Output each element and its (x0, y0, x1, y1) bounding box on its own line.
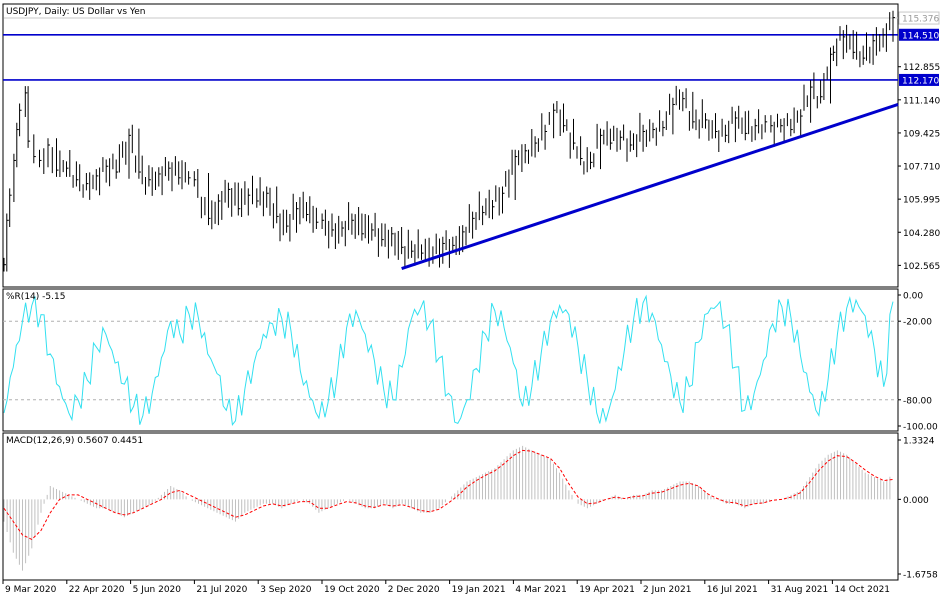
macd-tick-label: 0.000 (903, 496, 929, 506)
williams-r-tick-label: -20.00 (903, 318, 932, 328)
time-tick-label: 2 Dec 2020 (388, 585, 440, 595)
time-tick-label: 4 Mar 2021 (515, 585, 566, 595)
price-tick-label: 102.565 (903, 262, 940, 272)
time-tick-label: 9 Mar 2020 (5, 585, 57, 595)
time-tick-label: 2 Jun 2021 (643, 585, 691, 595)
macd-signal-line (3, 449, 894, 540)
macd-tick-label: 1.3324 (903, 437, 935, 447)
williams-r-line-group (3, 294, 894, 426)
price-tick-label: 109.425 (903, 129, 940, 139)
price-chart-title: USDJPY, Daily: US Dollar vs Yen (6, 7, 145, 17)
price-series-bars (3, 10, 894, 272)
last-price-label: 115.376 (902, 15, 939, 25)
time-axis: 9 Mar 2020 22 Apr 2020 5 Jun 2020 21 Jul 20… (2, 580, 890, 595)
time-tick-label: 19 Jan 2021 (452, 585, 506, 595)
price-bars (3, 10, 895, 272)
time-tick-label: 16 Jul 2021 (707, 585, 758, 595)
time-tick-label: 21 Jul 2020 (196, 585, 247, 595)
time-tick-label: 3 Sep 2020 (260, 585, 312, 595)
price-level-label-bg (899, 73, 939, 86)
williams-r-y-axis: 0.00 -20.00 -80.00 -100.00 (898, 292, 938, 433)
time-tick-label: 19 Apr 2021 (579, 585, 635, 595)
price-panel-frame (2, 3, 899, 288)
time-tick-label: 5 Jun 2020 (133, 585, 182, 595)
macd-title: MACD(12,26,9) 0.5607 0.4451 (6, 436, 143, 446)
price-level-label: 114.510 (902, 31, 939, 41)
price-tick-label: 112.855 (903, 63, 940, 73)
price-level-label-bg (899, 28, 939, 41)
macd-signal-line-group (3, 449, 894, 540)
time-tick-label: 19 Oct 2020 (324, 585, 380, 595)
price-tick-label: 107.710 (903, 163, 940, 173)
price-level-label: 112.170 (902, 76, 939, 86)
macd-tick-label: -1.6758 (903, 571, 938, 581)
price-tick-label: 104.280 (903, 229, 940, 239)
williams-r-panel-frame (2, 288, 899, 432)
time-tick-label: 22 Apr 2020 (69, 585, 125, 595)
price-tick-label: 105.995 (903, 196, 940, 206)
macd-y-axis: 1.3324 0.000 -1.6758 (898, 437, 938, 581)
price-trendline (401, 102, 899, 270)
williams-r-line (3, 294, 894, 426)
time-tick-label: 14 Oct 2021 (834, 585, 890, 595)
williams-r-tick-label: -80.00 (903, 396, 932, 406)
macd-panel-frame (2, 432, 899, 581)
williams-r-tick-label: 0.00 (903, 292, 923, 302)
price-tick-label: 111.140 (903, 96, 940, 106)
price-y-axis: 115.376 114.510 112.855 112.170 111.140 109.4… (898, 11, 940, 272)
time-tick-label: 31 Aug 2021 (771, 585, 829, 595)
price-horizontal-levels (3, 33, 898, 81)
williams-r-title: %R(14) -5.15 (6, 292, 65, 302)
last-price-label-bg (898, 11, 940, 25)
ascending-trendline (401, 102, 899, 270)
williams-r-tick-label: -100.00 (903, 423, 938, 433)
